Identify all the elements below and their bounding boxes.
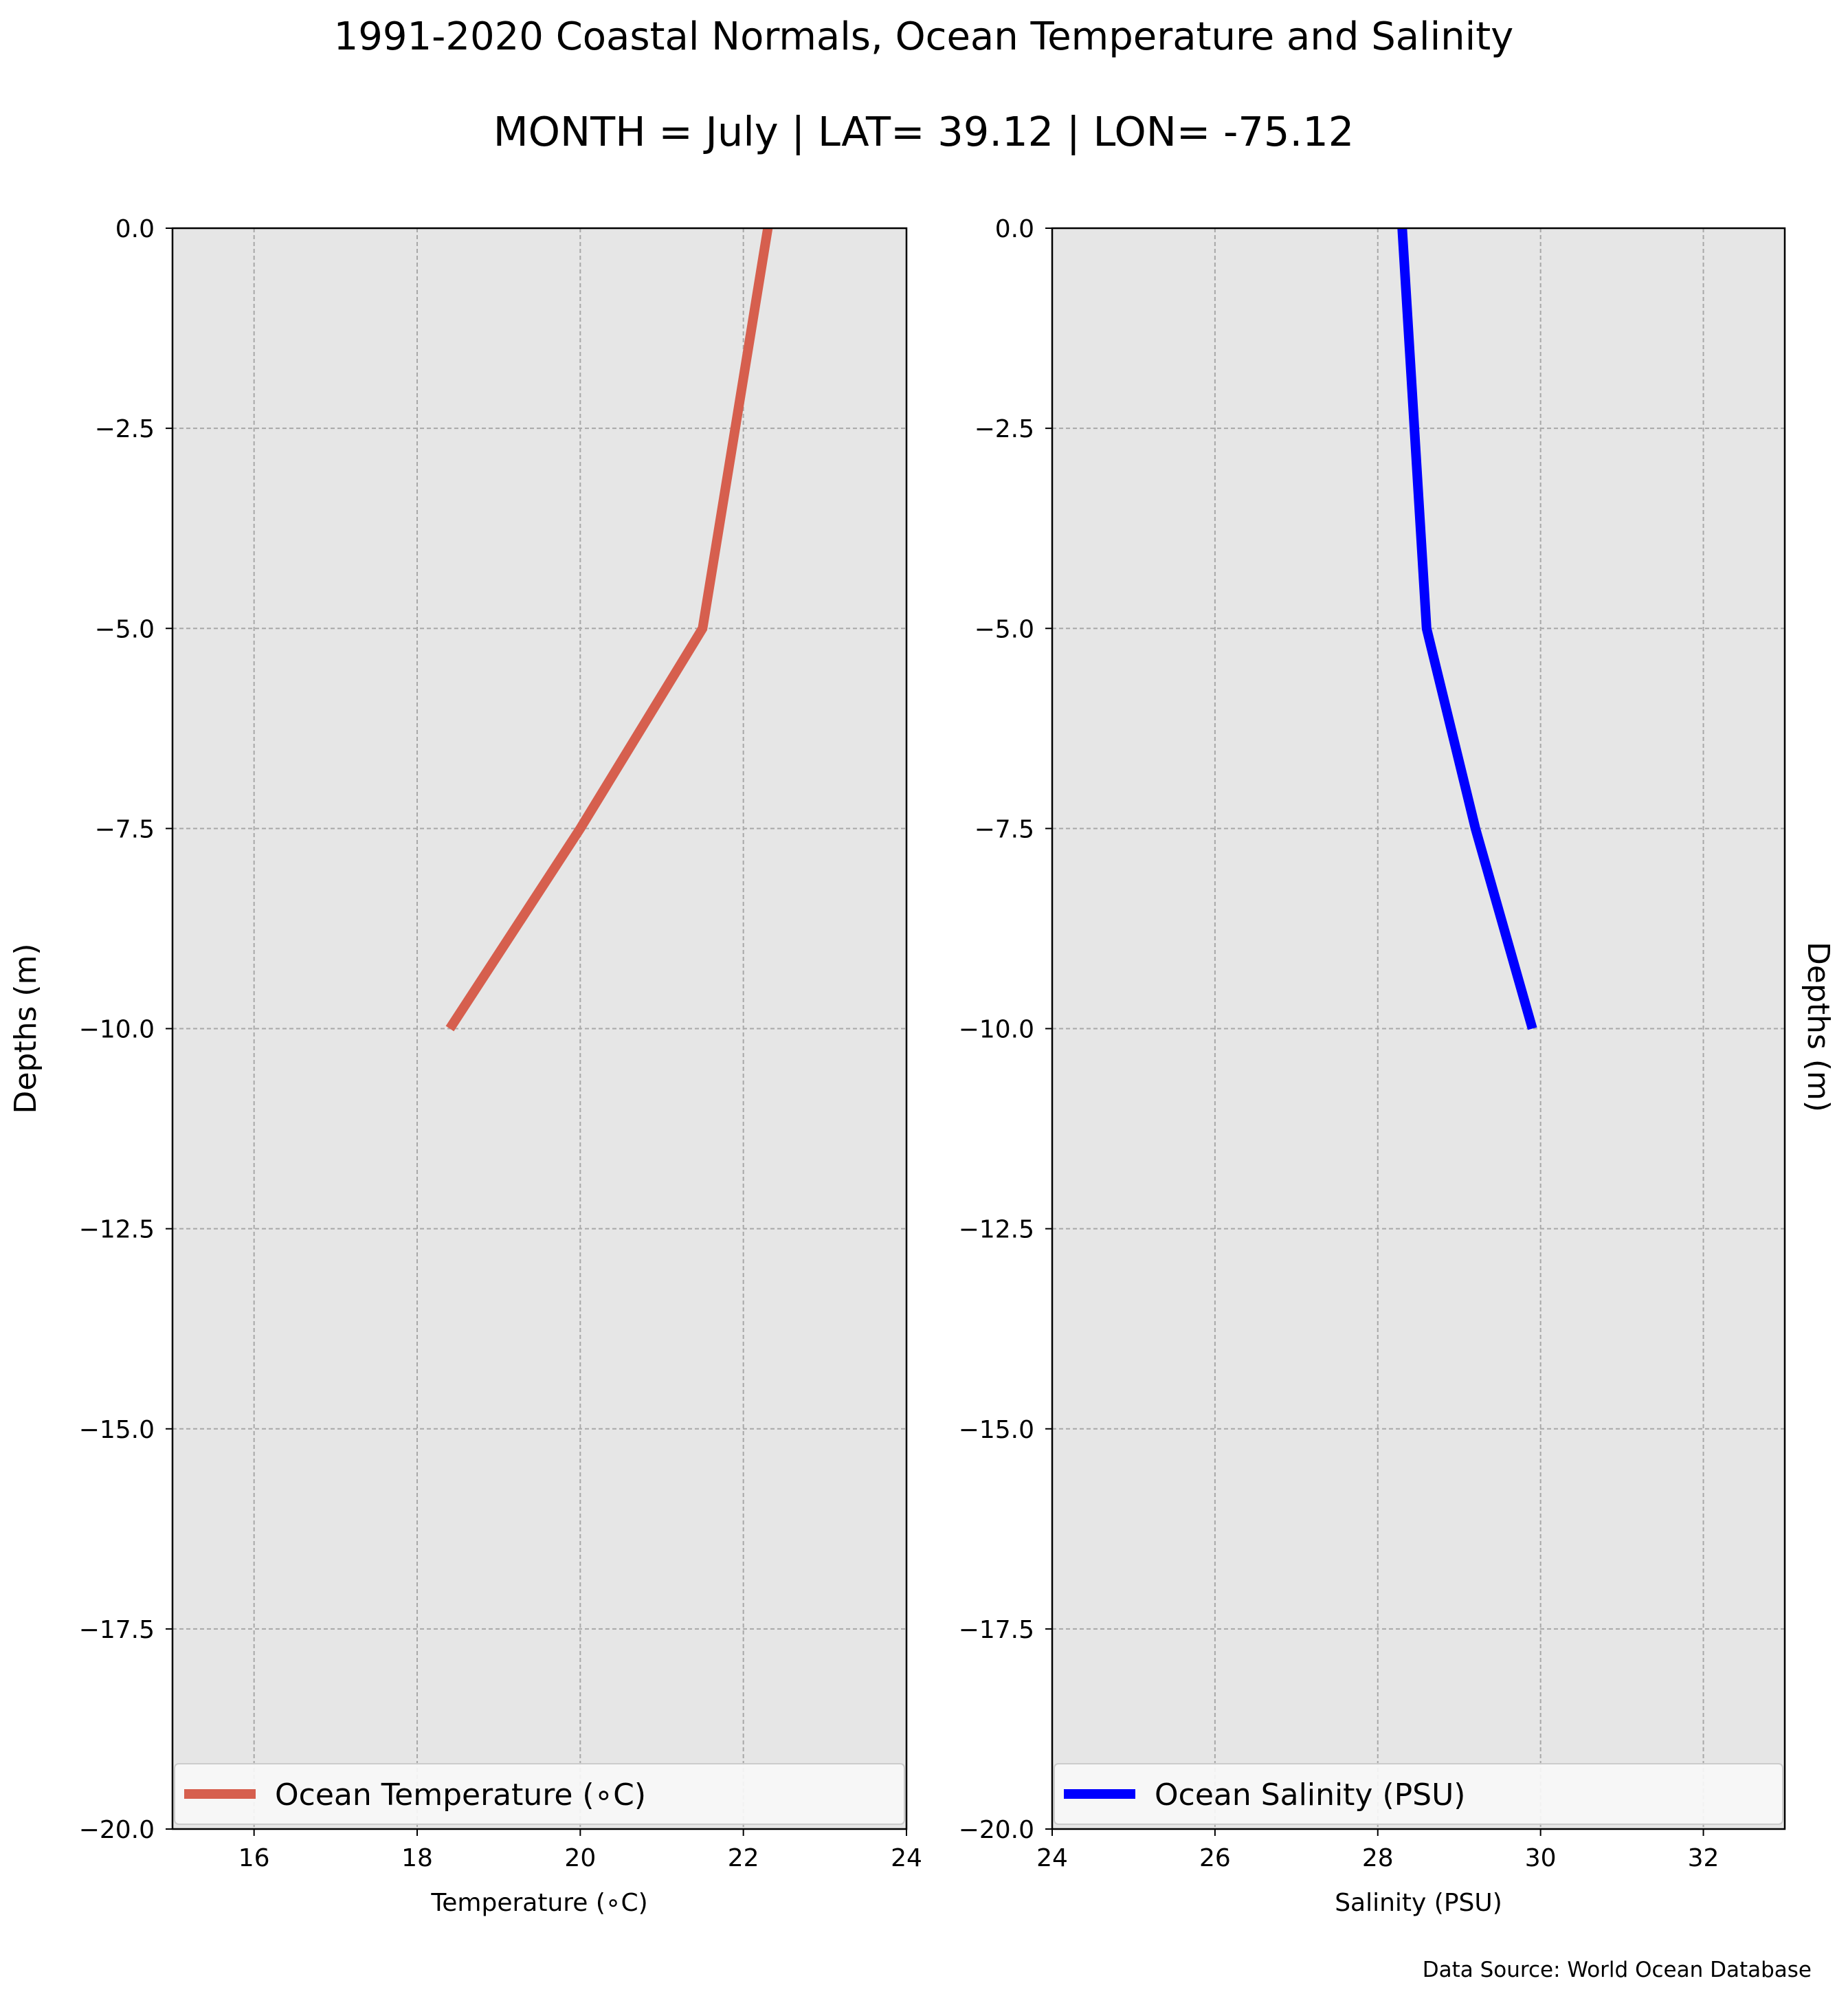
- y-tick-label: −7.5: [95, 815, 155, 843]
- y-tick-label: −12.5: [79, 1216, 155, 1244]
- y-tick-label: −12.5: [959, 1216, 1034, 1244]
- y-tick-label: −2.5: [95, 415, 155, 443]
- x-tick-label: 24: [891, 1844, 922, 1872]
- legend-label: Ocean Temperature (∘C): [275, 1777, 646, 1813]
- y-tick-label: −15.0: [959, 1416, 1034, 1444]
- y-tick-label: −5.0: [95, 615, 155, 643]
- legend-label: Ocean Salinity (PSU): [1155, 1777, 1465, 1813]
- y-tick-label: −20.0: [959, 1816, 1034, 1844]
- chart-subtitle: MONTH = July | LAT= 39.12 | LON= -75.12: [493, 108, 1355, 155]
- y-tick-label: −2.5: [975, 415, 1034, 443]
- x-tick-label: 26: [1199, 1844, 1231, 1872]
- x-tick-label: 18: [401, 1844, 433, 1872]
- series-line: [445, 227, 773, 1032]
- x-tick-label: 32: [1688, 1844, 1719, 1872]
- x-tick-label: 30: [1525, 1844, 1557, 1872]
- series-line: [1397, 228, 1537, 1030]
- x-axis-label: Salinity (PSU): [1335, 1889, 1502, 1917]
- y-tick-label: 0.0: [115, 215, 155, 243]
- y-tick-label: −17.5: [959, 1616, 1034, 1644]
- y-tick-label: −17.5: [79, 1616, 155, 1644]
- y-tick-label: −15.0: [79, 1416, 155, 1444]
- x-tick-label: 28: [1362, 1844, 1394, 1872]
- y-tick-label: −5.0: [975, 615, 1034, 643]
- y-tick-label: −20.0: [79, 1816, 155, 1844]
- y-tick-label: 0.0: [995, 215, 1034, 243]
- legend-box: [174, 1763, 905, 1825]
- x-tick-label: 16: [238, 1844, 270, 1872]
- legend-box: [1054, 1763, 1783, 1825]
- x-tick-label: 22: [728, 1844, 759, 1872]
- salinity-panel: Ocean Salinity (PSU) 24 26 28 30 32 0.0 −2.5 −5.…: [959, 215, 1786, 1917]
- y-tick-label: −10.0: [959, 1016, 1034, 1044]
- y-tick-label: −10.0: [79, 1016, 155, 1044]
- temperature-panel: Ocean Temperature (∘C) 16 18 20 22 24 0.0 −2.5 −…: [8, 215, 922, 1917]
- x-tick-label: 20: [564, 1844, 596, 1872]
- x-axis-label: Temperature (∘C): [430, 1889, 647, 1917]
- chart-title: 1991-2020 Coastal Normals, Ocean Tempera…: [334, 14, 1514, 59]
- y-axis-label: Depths (m): [8, 943, 43, 1114]
- right-ylabel: Depths (m): [1801, 942, 1836, 1112]
- data-source-note: Data Source: World Ocean Database: [1423, 1958, 1812, 1982]
- y-tick-label: −7.5: [975, 815, 1034, 843]
- x-tick-label: 24: [1036, 1844, 1068, 1872]
